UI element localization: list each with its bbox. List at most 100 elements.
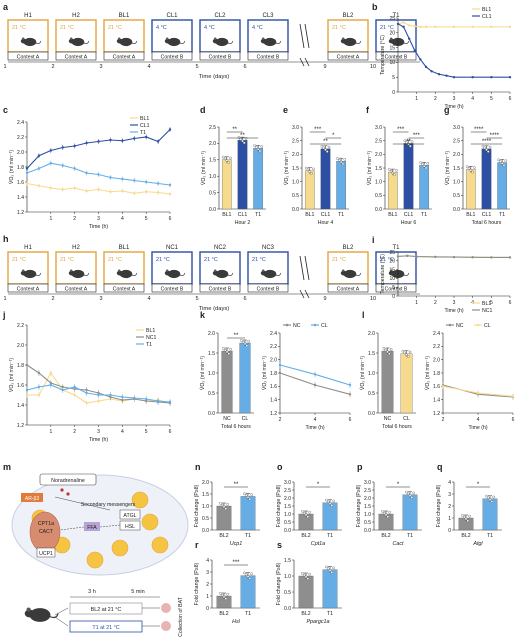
x-axis-label: Time (h): [468, 425, 487, 431]
y-tick-label: 0.0: [292, 207, 299, 213]
y-tick-label: 0.0: [368, 411, 375, 417]
bar: [322, 502, 338, 531]
data-point: [73, 144, 76, 148]
data-point: [37, 167, 41, 170]
y-tick-label: 0.5: [453, 193, 460, 199]
y-axis-label: Temperature (°C): [380, 35, 386, 75]
data-point: [25, 167, 29, 170]
day-number: 2: [51, 296, 54, 302]
data-point: [247, 339, 250, 343]
y-tick-label: 1.6: [17, 180, 24, 186]
mouse-head: [164, 38, 171, 44]
mouse-body: [167, 269, 181, 279]
hsl-box: [119, 520, 141, 531]
data-point: [224, 597, 228, 601]
axis-break: [304, 289, 310, 299]
legend-label: BL1: [140, 116, 149, 122]
panel-letter-f: f: [366, 105, 370, 115]
panel-letter-n: n: [195, 462, 201, 472]
data-point: [441, 385, 445, 388]
x-tick-label: 1: [415, 96, 418, 102]
data-point: [109, 176, 112, 179]
data-point: [332, 499, 335, 503]
data-point: [341, 162, 345, 166]
x-tick-label: 1: [415, 300, 418, 306]
x-tick-label: 2: [434, 96, 437, 102]
y-tick-label: 1.0: [375, 179, 382, 185]
mouse-tail: [83, 40, 90, 44]
y-tick-label: 1.5: [375, 166, 382, 172]
significance-label: **: [323, 139, 328, 145]
y-tick-label: 2.4: [17, 120, 24, 126]
data-point: [156, 182, 160, 185]
mouse-body: [23, 37, 37, 47]
protocol-row-label: BL2 at 21 °C: [91, 607, 122, 613]
x-tick-label: 4: [471, 96, 474, 102]
legend-label: NC1: [146, 335, 156, 341]
y-tick-label: 5: [392, 75, 395, 81]
mouse-head: [340, 270, 347, 276]
panel-letter-k: k: [200, 310, 206, 320]
x-tick-label: BL2: [301, 533, 310, 539]
protocol-row: [69, 602, 143, 615]
legend-label: CL: [321, 323, 328, 329]
context-box: [247, 283, 289, 293]
y-tick-label: 0.0: [208, 411, 215, 417]
y-tick-label: 1.0: [292, 179, 299, 185]
protocol-temp: 21 °C: [108, 25, 122, 31]
data-point: [419, 58, 422, 61]
y-tick-label: 2.5: [453, 138, 460, 144]
y-tick-label: 1.0: [202, 504, 209, 510]
y-tick-label: 1.8: [17, 165, 24, 171]
protocol-temp: 21 °C: [156, 257, 170, 263]
data-point: [402, 21, 405, 24]
protocol-day-label: H2: [72, 13, 80, 19]
receptor-badge: [21, 493, 43, 502]
y-tick-label: 3: [448, 492, 451, 498]
significance-label: *: [477, 482, 480, 488]
data-point: [156, 140, 160, 143]
pathway-arrow: [59, 526, 85, 531]
mouse-body: [71, 269, 85, 279]
time-axis-label: Time (days): [199, 306, 229, 312]
mouse-ear: [389, 37, 393, 41]
cpt1a-label: CPT1a: [38, 521, 54, 527]
protocol-temp: 21 °C: [60, 257, 74, 263]
y-tick-label: 1.4: [270, 397, 277, 403]
data-point: [410, 496, 414, 499]
day-number: 5: [195, 296, 198, 302]
data-point: [471, 25, 474, 29]
context-box: [103, 51, 145, 61]
mouse-ear: [117, 37, 121, 41]
y-tick-label: 20: [389, 259, 395, 265]
data-point: [85, 171, 88, 175]
protocol-temp: 21 °C: [12, 257, 26, 263]
data-point: [121, 139, 124, 142]
data-point: [471, 76, 474, 79]
y-tick-label: 0.5: [284, 520, 291, 526]
mouse-body: [167, 37, 181, 47]
protocol-day-label: BL1: [119, 245, 130, 251]
gene-label: Ucp1: [230, 541, 243, 547]
protocol-day-label: BL2: [343, 13, 354, 19]
lipid-droplet: [86, 551, 104, 569]
bar: [240, 496, 256, 531]
context-box: [375, 283, 417, 293]
x-tick-label: 3: [453, 96, 456, 102]
mouse-tail: [179, 40, 186, 44]
series-line: [26, 129, 171, 169]
x-tick-label: T1: [499, 212, 505, 218]
y-tick-label: 2.5: [375, 138, 382, 144]
data-point: [49, 186, 53, 190]
bar: [400, 353, 413, 414]
x-tick-label: 3: [453, 300, 456, 306]
data-point: [221, 155, 225, 159]
data-point: [168, 400, 172, 404]
data-point: [133, 192, 136, 195]
mouse-ear: [165, 37, 169, 41]
data-point: [255, 146, 258, 149]
y-tick-label: 15: [389, 45, 395, 51]
data-point: [37, 154, 41, 157]
legend-label: T1: [146, 342, 152, 348]
